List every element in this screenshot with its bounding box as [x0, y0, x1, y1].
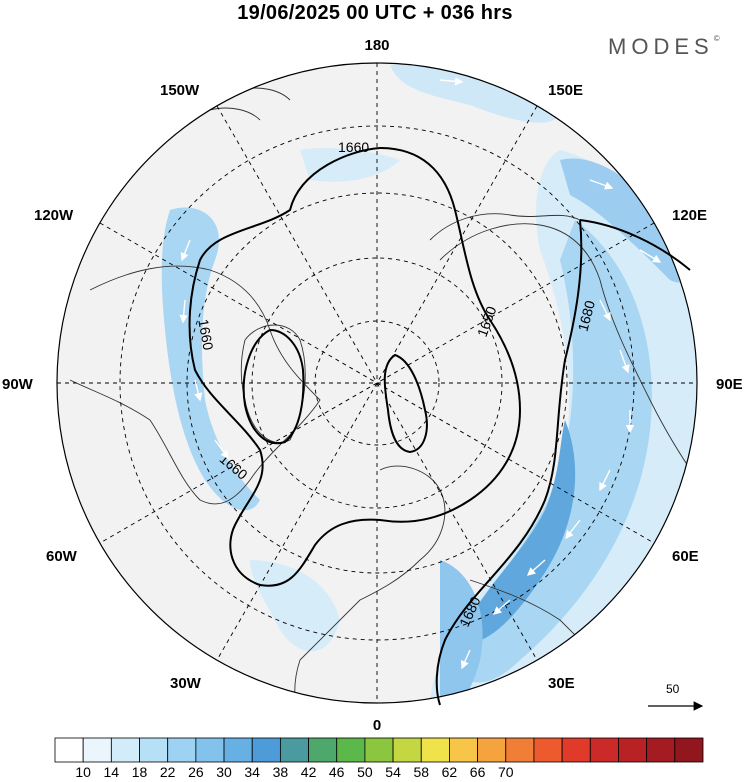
colorbar [54, 737, 704, 763]
colorbar-tick-label: 18 [131, 764, 148, 780]
colorbar-tick-label: 14 [103, 764, 120, 780]
lon-label-150w: 150W [160, 82, 200, 99]
lon-label-180: 180 [364, 37, 389, 54]
jet-band-northwest [300, 148, 400, 182]
coast-siberia [429, 213, 581, 241]
coast-asia [439, 223, 697, 491]
map-boundary [56, 62, 698, 704]
contour-1680-east [435, 219, 691, 706]
lon-label-90e: 90E [716, 376, 743, 393]
colorbar-swatch [139, 737, 169, 763]
height-contours [188, 146, 691, 706]
reference-vector-label: 50 [666, 682, 680, 696]
coast-europe [294, 465, 446, 703]
colorbar-swatch [364, 737, 394, 763]
colorbar-tick-label: 54 [385, 764, 401, 780]
wind-shading [161, 64, 697, 703]
colorbar-swatch [392, 737, 422, 763]
colorbar-tick-label: 46 [328, 764, 345, 780]
contour-1650-greenland [242, 328, 305, 445]
jet-band-east-lower [440, 560, 483, 703]
colorbar-swatch [533, 737, 563, 763]
copyright-mark: © [713, 34, 720, 43]
longitude-labels: 180 150E 120E 90E 60E 30E 0 30W 60W 90W … [2, 37, 743, 734]
colorbar-tick-label: 38 [272, 764, 289, 780]
contour-label: 1680 [575, 299, 599, 333]
lon-label-60e: 60E [672, 548, 699, 565]
jet-band-southwest [250, 560, 340, 652]
colorbar-tick-label: 62 [441, 764, 458, 780]
colorbar-swatch [167, 737, 197, 763]
lon-label-30e: 30E [548, 675, 575, 692]
colorbar-swatch [279, 737, 309, 763]
contour-label: 1660 [195, 318, 216, 352]
wind-vectors [179, 77, 662, 670]
arrow-right-icon [648, 701, 704, 711]
colorbar-swatch [505, 737, 535, 763]
colorbar-tick-label: 50 [357, 764, 373, 780]
colorbar-tick-label: 58 [413, 764, 430, 780]
brand-text: MODES [608, 34, 714, 59]
jet-band-west [161, 207, 260, 511]
contour-label: 1660 [338, 139, 369, 155]
contour-1660-main [188, 146, 522, 587]
lon-label-0: 0 [373, 717, 381, 734]
colorbar-swatch [223, 737, 253, 763]
colorbar-tick-label: 26 [188, 764, 204, 780]
lon-label-120e: 120E [672, 207, 707, 224]
colorbar-swatch [646, 737, 676, 763]
colorbar-swatch [561, 737, 591, 763]
jet-band-north [390, 64, 560, 123]
jet-band-east-mid [455, 220, 652, 683]
lon-label-120w: 120W [34, 207, 74, 224]
lon-label-60w: 60W [46, 548, 78, 565]
map-title: 19/06/2025 00 UTC + 036 hrs [237, 2, 513, 24]
colorbar-tick-label: 30 [216, 764, 232, 780]
colorbar-swatch [82, 737, 112, 763]
colorbar-swatch [308, 737, 338, 763]
lon-label-30w: 30W [170, 675, 202, 692]
colorbar-tick-label: 34 [244, 764, 260, 780]
colorbar-tick-label: 22 [159, 764, 176, 780]
colorbar-swatch [54, 737, 84, 763]
colorbar-tick-label: 10 [75, 764, 91, 780]
lon-label-150e: 150E [548, 82, 583, 99]
colorbar-swatch [477, 737, 507, 763]
colorbar-swatch [110, 737, 140, 763]
colorbar-swatch [420, 737, 450, 763]
colorbar-swatch [251, 737, 281, 763]
brand-logo: MODES© [608, 34, 720, 60]
colorbar-swatch [195, 737, 225, 763]
colorbar-swatch [336, 737, 366, 763]
lon-label-90w: 90W [2, 376, 34, 393]
colorbar-swatch [674, 737, 704, 763]
colorbar-swatch [618, 737, 648, 763]
colorbar-swatch [589, 737, 619, 763]
colorbar-tick-label: 66 [469, 764, 486, 780]
contour-1650-pole [383, 353, 428, 454]
colorbar-tick-label: 42 [300, 764, 317, 780]
colorbar-labels: 10 14 18 22 26 30 34 38 42 46 50 54 58 62 66 70 [0, 764, 750, 782]
graticule [57, 63, 697, 703]
colorbar-tick-label: 70 [498, 764, 514, 780]
jet-band-northeast [560, 158, 694, 283]
colorbar-swatch [449, 737, 478, 763]
